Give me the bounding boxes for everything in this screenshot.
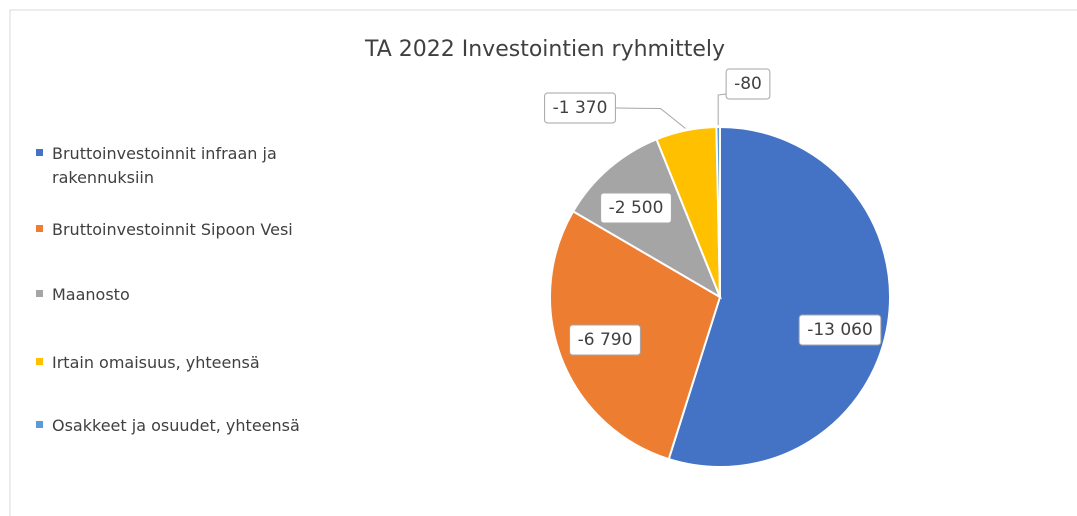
chart-title: TA 2022 Investointien ryhmittely — [364, 37, 725, 62]
data-label-box — [569, 324, 641, 356]
data-label: -80 — [734, 74, 762, 94]
data-label-box — [725, 68, 771, 100]
data-label-box — [798, 314, 882, 346]
legend-swatch — [36, 421, 43, 428]
legend-swatch — [36, 358, 43, 365]
pie-slice — [715, 125, 721, 298]
data-label-box — [600, 192, 672, 224]
data-label: -13 060 — [807, 320, 873, 340]
leader-line — [717, 93, 727, 126]
data-label: -2 500 — [609, 198, 664, 218]
legend-label: Maanosto — [52, 285, 130, 304]
legend-swatch — [36, 290, 43, 297]
legend-label: Osakkeet ja osuudet, yhteensä — [52, 416, 300, 435]
legend-swatch — [36, 225, 43, 232]
legend-swatch — [36, 149, 43, 156]
data-label: -6 790 — [578, 330, 633, 350]
legend-label: Bruttoinvestoinnit infraan ja rakennuksi… — [52, 144, 277, 187]
pie-slice — [667, 125, 891, 468]
leader-line — [615, 107, 686, 129]
legend-label: Irtain omaisuus, yhteensä — [52, 353, 260, 372]
data-label: -1 370 — [553, 98, 608, 118]
legend-label: Bruttoinvestoinnit Sipoon Vesi — [52, 220, 293, 239]
data-label-box — [544, 92, 616, 124]
chart-border — [9, 9, 1077, 516]
